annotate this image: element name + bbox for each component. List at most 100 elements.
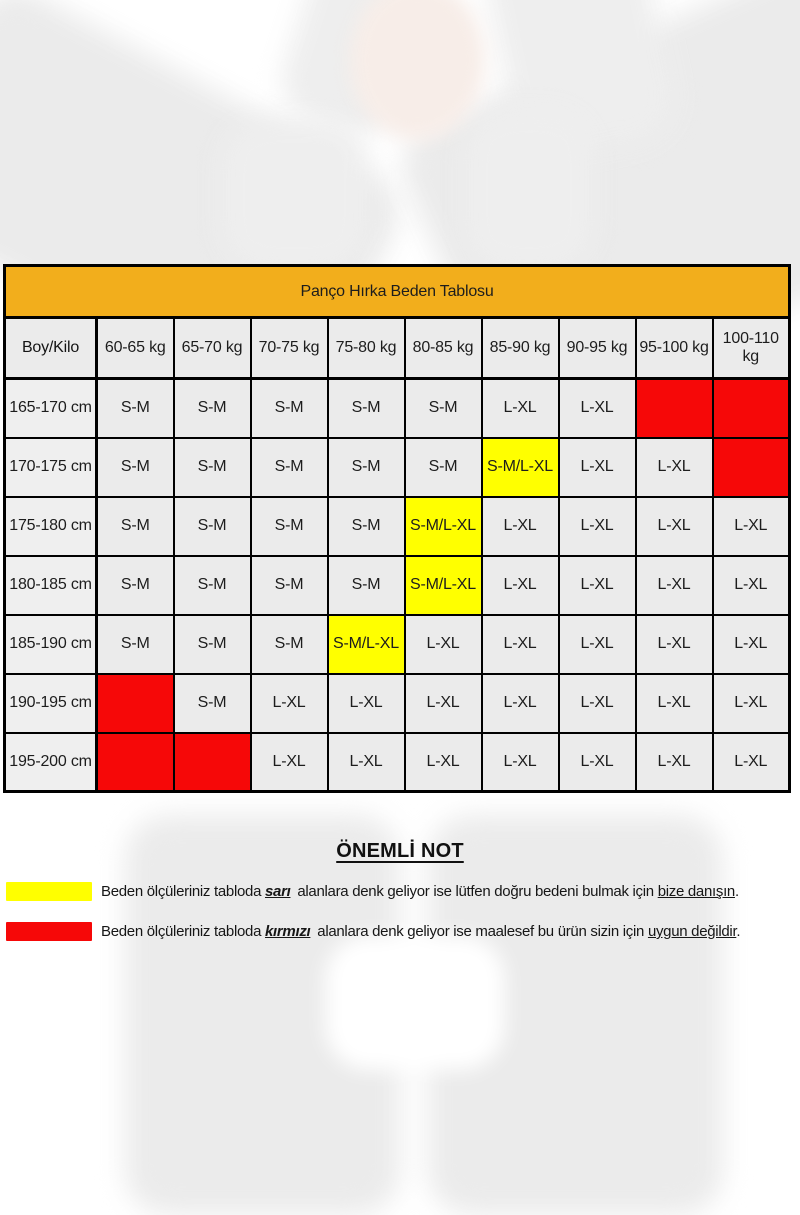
size-cell: L-XL [249,672,329,734]
size-cell: L-XL [557,613,637,675]
table-row: 175-180 cm S-M S-M S-M S-M S-M/L-XL L-XL L-XL L-… [3,495,791,557]
height-row-header: 180-185 cm [3,554,98,616]
note-middle: alanlara denk geliyor ise maalesef bu ür… [313,923,648,940]
yellow-swatch [6,882,92,901]
table-row: 190-195 cm S-M L-XL L-XL L-XL L-XL L-XL L-XL L-X… [3,672,791,734]
size-cell: S-M [95,436,175,498]
size-table: Panço Hırka Beden Tablosu Boy/Kilo 60-65… [3,264,791,793]
size-cell: L-XL [711,554,791,616]
size-cell: L-XL [557,672,637,734]
table-row: 195-200 cm L-XL L-XL L-XL L-XL L-XL L-XL L-XL [3,731,791,793]
legend-row-red: Beden ölçüleriniz tabloda kırmızı alanla… [0,922,800,941]
size-cell [95,731,175,793]
size-cell: L-XL [711,613,791,675]
size-cell: S-M [95,495,175,557]
table-title: Panço Hırka Beden Tablosu [3,264,791,319]
size-cell: S-M [172,672,252,734]
size-cell: S-M/L-XL [480,436,560,498]
size-cell: L-XL [634,731,714,793]
corner-header-boy-kilo: Boy/Kilo [3,316,98,380]
table-row: 185-190 cm S-M S-M S-M S-M/L-XL L-XL L-XL L-XL L… [3,613,791,675]
size-cell: L-XL [557,436,637,498]
size-cell: L-XL [634,613,714,675]
table-title-row: Panço Hırka Beden Tablosu [3,264,791,319]
weight-column-header: 70-75 kg [249,316,329,380]
size-cell: L-XL [557,495,637,557]
size-cell: S-M [326,436,406,498]
red-note-text: Beden ölçüleriniz tabloda kırmızı alanla… [101,923,740,940]
yellow-note-text: Beden ölçüleriniz tabloda sarı alanlara … [101,883,739,900]
note-heading: ÖNEMLİ NOT [336,840,464,862]
size-cell: L-XL [480,613,560,675]
note-suffix: . [736,923,741,940]
size-cell: S-M [172,554,252,616]
size-cell: L-XL [480,672,560,734]
photo-face-shape [350,0,485,140]
size-cell: L-XL [557,554,637,616]
size-cell: S-M/L-XL [403,495,483,557]
size-cell: S-M/L-XL [403,554,483,616]
table-header-row: Boy/Kilo 60-65 kg 65-70 kg 70-75 kg 75-80 k… [3,316,791,380]
size-cell: S-M [172,495,252,557]
size-cell: S-M [95,554,175,616]
weight-column-header: 95-100 kg [634,316,714,380]
legend-row-yellow: Beden ölçüleriniz tabloda sarı alanlara … [0,882,800,901]
size-cell: S-M [403,377,483,439]
note-prefix: Beden ölçüleriniz tabloda [101,923,265,940]
size-cell: L-XL [711,672,791,734]
size-cell: S-M [172,436,252,498]
size-cell: L-XL [557,731,637,793]
height-row-header: 170-175 cm [3,436,98,498]
note-keyword-kirmizi: kırmızı [264,923,311,940]
size-cell: S-M [326,377,406,439]
red-swatch [6,922,92,941]
size-cell: L-XL [326,672,406,734]
size-cell: L-XL [634,495,714,557]
size-cell: L-XL [403,731,483,793]
size-cell [711,436,791,498]
size-cell: S-M [249,436,329,498]
note-prefix: Beden ölçüleriniz tabloda [101,883,265,900]
size-cell: L-XL [326,731,406,793]
note-keyword-sari: sarı [264,883,291,900]
size-cell: L-XL [480,554,560,616]
size-cell [172,731,252,793]
weight-column-header: 100-110 kg [711,316,791,380]
size-cell [711,377,791,439]
note-emphasis: uygun değildir [647,923,737,940]
size-cell: S-M [249,377,329,439]
size-cell: L-XL [711,731,791,793]
note-middle: alanlara denk geliyor ise lütfen doğru b… [293,883,658,900]
size-cell: L-XL [711,495,791,557]
table-row: 170-175 cm S-M S-M S-M S-M S-M S-M/L-XL L-XL L-X… [3,436,791,498]
photo-tshirt-shape [325,935,505,1070]
photo-chest-left-shape [222,120,367,270]
photo-chest-right-shape [465,110,593,270]
size-cell: L-XL [403,672,483,734]
weight-column-header: 90-95 kg [557,316,637,380]
size-cell: S-M [326,554,406,616]
size-cell: L-XL [480,377,560,439]
height-row-header: 190-195 cm [3,672,98,734]
weight-column-header: 75-80 kg [326,316,406,380]
height-row-header: 195-200 cm [3,731,98,793]
size-cell: L-XL [634,436,714,498]
size-cell [634,377,714,439]
size-cell: L-XL [480,495,560,557]
important-note-section: ÖNEMLİ NOT Beden ölçüleriniz tabloda sar… [0,840,800,962]
size-cell: L-XL [634,672,714,734]
note-emphasis: bize danışın [657,883,736,900]
size-cell: S-M [249,613,329,675]
height-row-header: 165-170 cm [3,377,98,439]
size-cell: L-XL [249,731,329,793]
size-cell: S-M [249,495,329,557]
size-cell: S-M [95,613,175,675]
note-suffix: . [734,883,739,900]
table-row: 180-185 cm S-M S-M S-M S-M S-M/L-XL L-XL L-XL L-… [3,554,791,616]
size-cell: L-XL [557,377,637,439]
size-cell: L-XL [634,554,714,616]
table-row: 165-170 cm S-M S-M S-M S-M S-M L-XL L-XL [3,377,791,439]
weight-column-header: 85-90 kg [480,316,560,380]
size-cell: S-M [403,436,483,498]
